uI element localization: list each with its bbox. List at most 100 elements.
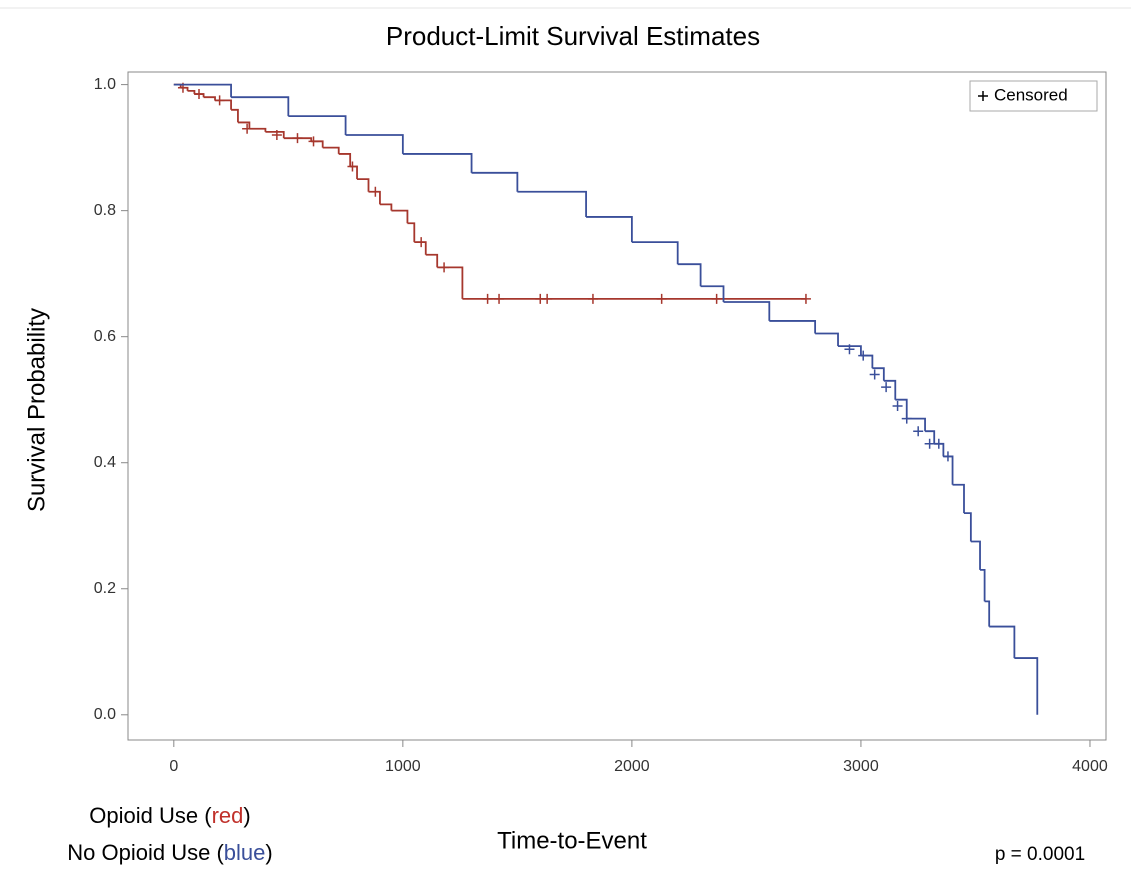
survival-step [980, 568, 986, 602]
survival-step [517, 190, 587, 217]
survival-step [1014, 657, 1039, 715]
survival-step [925, 430, 936, 444]
survival-step [437, 266, 464, 299]
survival-step [425, 253, 439, 268]
annotation: Opioid Use (red) [89, 803, 250, 828]
censor-mark [656, 293, 667, 304]
survival-step [838, 345, 862, 356]
x-tick-label: 1000 [385, 758, 421, 775]
censor-mark [844, 344, 855, 355]
censor-mark [711, 293, 722, 304]
plot-frame [127, 71, 1107, 741]
annotation-part: ) [265, 840, 272, 865]
survival-step [237, 121, 251, 129]
survival-step [963, 512, 972, 542]
censor-mark [869, 369, 880, 380]
survival-step [677, 263, 702, 287]
censor-mark [214, 95, 225, 106]
censor-mark [901, 413, 912, 424]
survival-step [631, 241, 679, 265]
y-axis-label: Survival Probability [23, 308, 50, 512]
survival-step [402, 153, 473, 173]
y-tick-label: 0.6 [94, 328, 116, 345]
survival-step [815, 332, 839, 347]
survival-step [872, 367, 885, 381]
censor-mark [858, 350, 869, 361]
censor-mark [416, 237, 427, 248]
survival-step [345, 134, 404, 154]
survival-step [883, 379, 897, 400]
survival-step [265, 130, 285, 139]
censor-mark [347, 161, 358, 172]
survival-step [970, 540, 981, 570]
y-tick-label: 0.0 [94, 706, 116, 723]
y-tick-label: 0.2 [94, 580, 116, 597]
y-tick-label: 0.8 [94, 202, 116, 219]
survival-step [215, 99, 232, 110]
survival-step [350, 165, 358, 180]
survival-step [322, 146, 340, 154]
survival-step [173, 83, 232, 98]
survival-step [471, 171, 519, 192]
survival-step [895, 398, 908, 419]
censor-mark [242, 123, 253, 134]
x-tick-label: 2000 [614, 758, 650, 775]
y-tick-label: 1.0 [94, 76, 116, 93]
survival-step [231, 108, 239, 123]
survival-step [769, 320, 817, 334]
survival-step [249, 127, 267, 132]
survival-step [700, 285, 725, 303]
annotation-part: red [212, 803, 244, 828]
survival-step [407, 222, 416, 243]
censor-mark [942, 451, 953, 462]
x-tick-label: 3000 [843, 758, 879, 775]
survival-step [368, 190, 381, 205]
x-tick-label: 4000 [1072, 758, 1108, 775]
x-tick-label: 0 [169, 758, 178, 775]
survival-step [231, 96, 290, 117]
censor-mark [881, 382, 892, 393]
survival-step [338, 153, 352, 167]
annotation-part: blue [224, 840, 266, 865]
censor-mark [292, 133, 303, 144]
censor-mark [271, 130, 282, 141]
survival-step [586, 216, 633, 243]
annotation-part: Opioid Use ( [89, 803, 212, 828]
censor-mark [800, 293, 811, 304]
censor-mark [913, 426, 924, 437]
censor-mark [482, 293, 493, 304]
censor-mark [194, 89, 205, 100]
y-tick-label: 0.4 [94, 454, 116, 471]
censor-mark [494, 293, 505, 304]
legend-symbol [978, 91, 988, 101]
annotation-part: ) [243, 803, 250, 828]
censor-mark [308, 136, 319, 147]
survival-step [379, 203, 393, 211]
survival-step [288, 115, 347, 136]
censor-mark [587, 293, 598, 304]
censor-mark [933, 438, 944, 449]
censor-mark [439, 262, 450, 273]
survival-step [187, 90, 196, 95]
survival-step [952, 483, 965, 514]
censor-mark [924, 438, 935, 449]
censor-mark [892, 401, 903, 411]
legend-label: Censored [994, 85, 1068, 104]
censor-mark [542, 293, 553, 304]
censor-mark [370, 186, 381, 197]
annotation: p = 0.0001 [995, 844, 1085, 865]
survival-step [984, 600, 991, 627]
legend-box [969, 80, 1098, 112]
survival-step [723, 301, 771, 321]
chart-title: Product-Limit Survival Estimates [386, 21, 760, 51]
survival-step [989, 625, 1016, 659]
survival-step [906, 417, 926, 432]
x-axis-label: Time-to-Event [497, 827, 647, 854]
survival-step [391, 209, 409, 224]
survival-step [357, 178, 370, 192]
annotation: No Opioid Use (blue) [67, 840, 272, 865]
annotation-part: No Opioid Use ( [67, 840, 224, 865]
survival-step [203, 96, 216, 101]
